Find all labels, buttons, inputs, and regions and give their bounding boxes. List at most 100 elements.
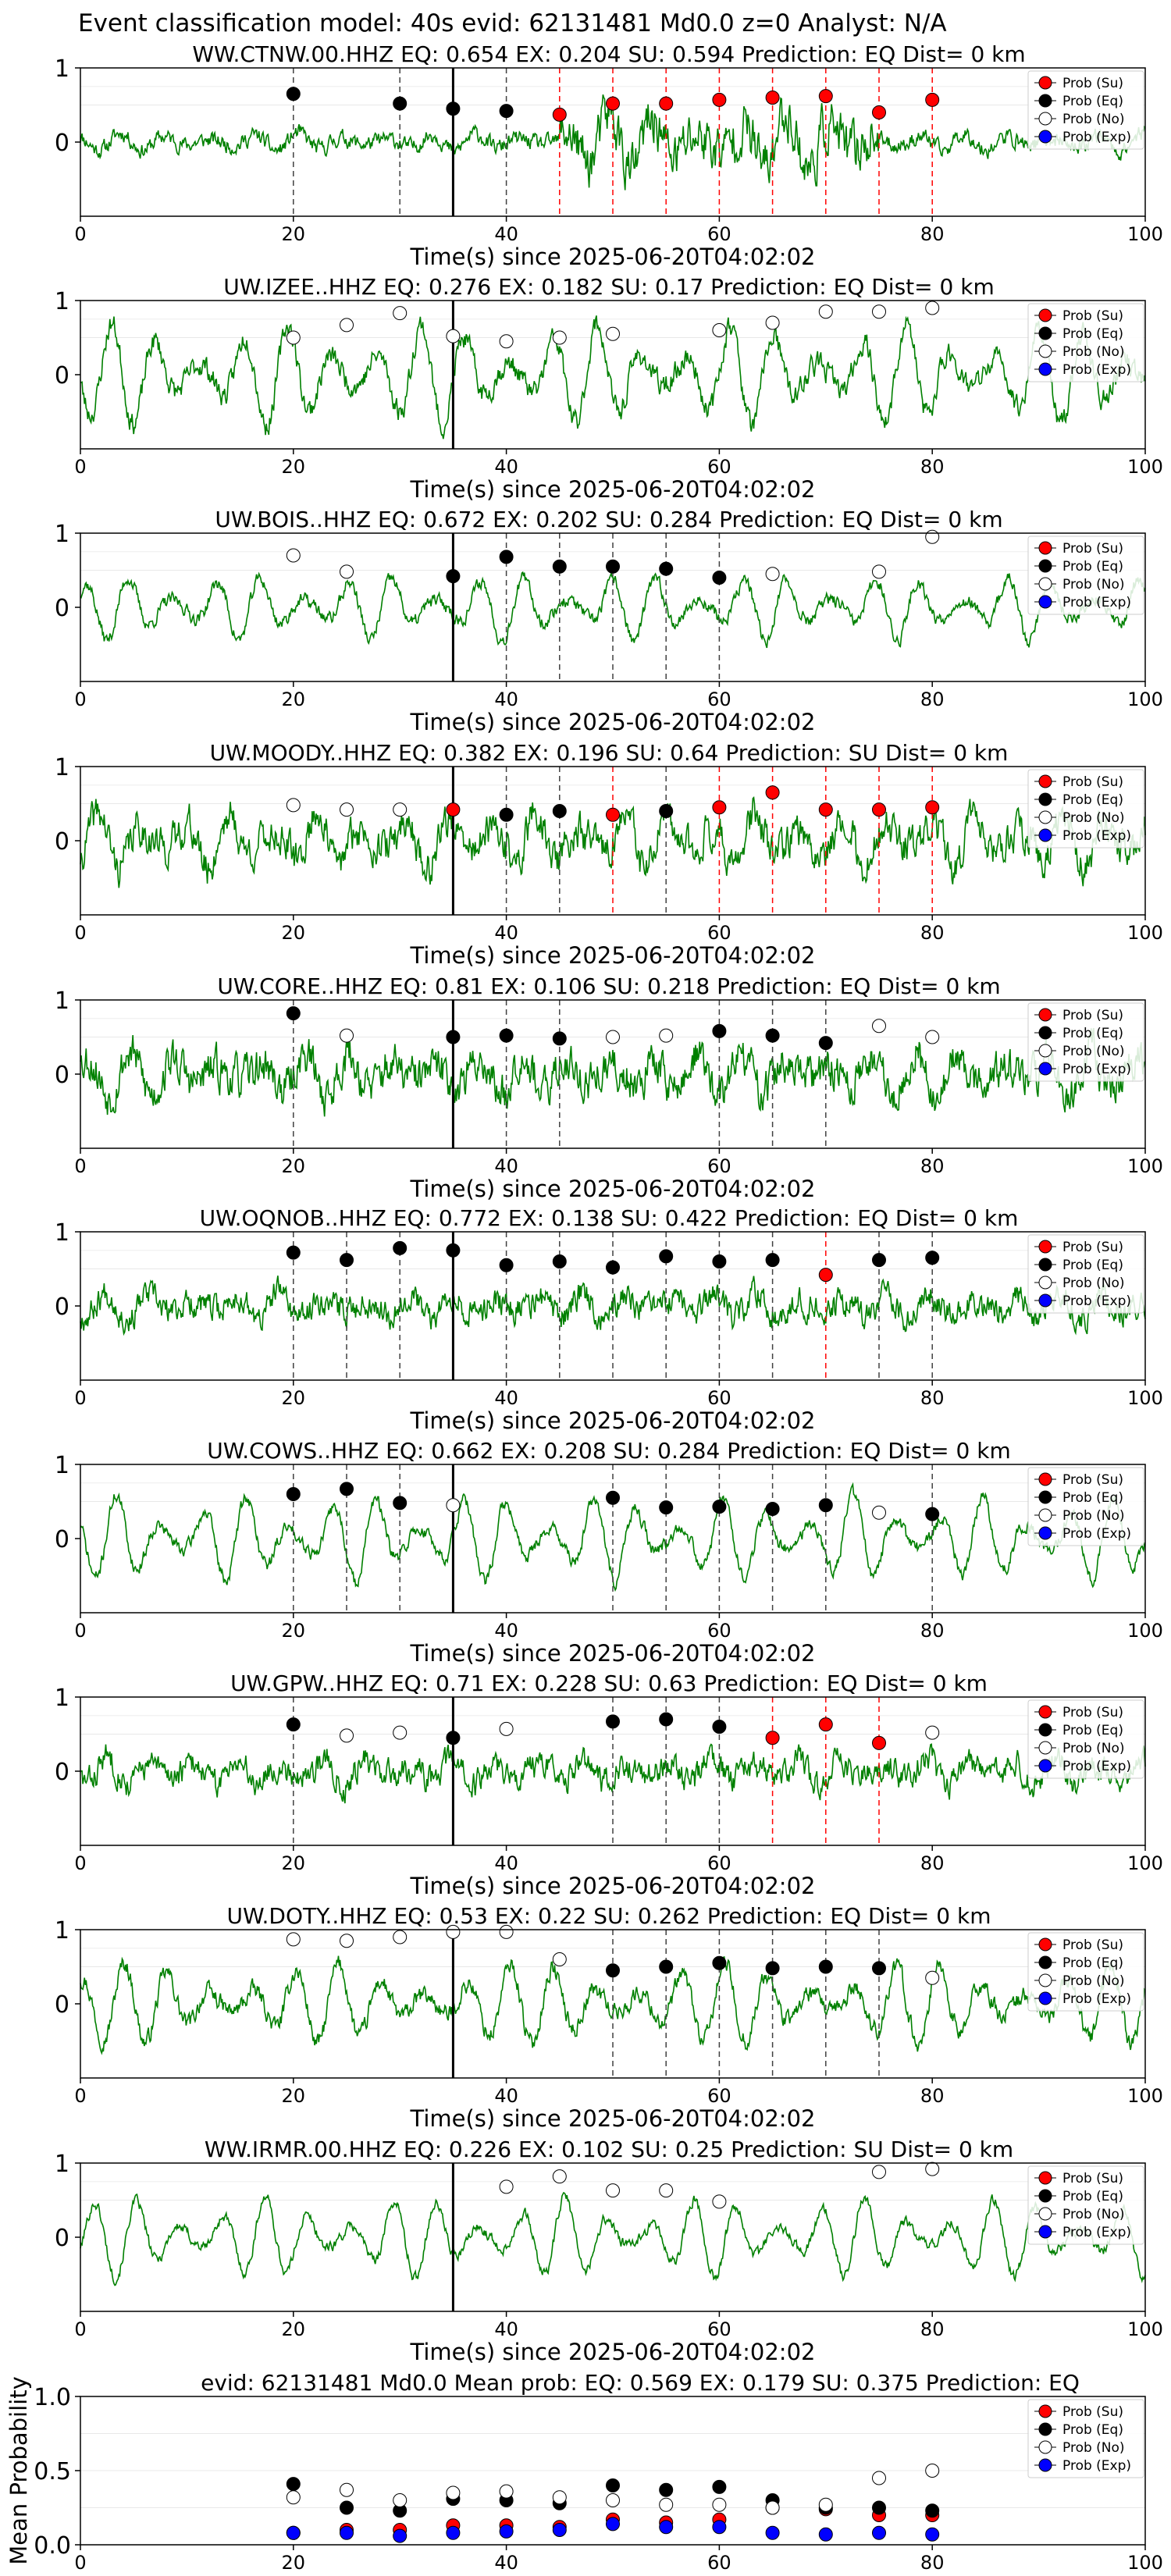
y-tick-label: 1 [55, 987, 69, 1015]
waveform-panel: UW.COWS..HHZ EQ: 0.662 EX: 0.208 SU: 0.2… [55, 1438, 1163, 1667]
prob-marker-su [606, 807, 620, 822]
prob-marker-su [765, 1731, 780, 1745]
prob-marker-no [393, 1725, 408, 1740]
x-tick-label: 0 [74, 223, 86, 245]
prob-marker-no [340, 1028, 354, 1043]
waveform-panel: WW.CTNW.00.HHZ EQ: 0.654 EX: 0.204 SU: 0… [55, 41, 1163, 270]
legend-label: Prob (Exp) [1062, 2225, 1131, 2240]
prob-marker-su [712, 800, 727, 815]
panel-title: UW.GPW..HHZ EQ: 0.71 EX: 0.228 SU: 0.63 … [230, 1670, 988, 1696]
mean-marker-exp [499, 2524, 514, 2539]
x-tick-label: 20 [282, 922, 306, 944]
x-tick-label: 20 [282, 456, 306, 478]
y-tick-label: 0 [55, 1759, 69, 1786]
mean-marker-exp [606, 2517, 620, 2532]
panel-title: UW.COWS..HHZ EQ: 0.662 EX: 0.208 SU: 0.2… [207, 1438, 1011, 1464]
legend-marker-exp [1038, 1293, 1052, 1308]
prob-marker-su [712, 92, 727, 107]
y-axis-label: Mean Probability [5, 2376, 32, 2565]
x-tick-label: 80 [920, 2085, 945, 2107]
prob-marker-no [872, 1505, 886, 1520]
prob-marker-eq [446, 1731, 461, 1745]
legend-label: Prob (No) [1062, 810, 1125, 826]
legend-label: Prob (Eq) [1062, 2189, 1123, 2204]
waveform-trace [80, 2191, 1146, 2286]
mean-marker-eq [659, 2482, 674, 2497]
x-tick-label: 40 [494, 1155, 518, 1177]
x-tick-label: 60 [707, 2552, 731, 2574]
y-tick-label: 0 [55, 1526, 69, 1553]
x-tick-label: 40 [494, 2318, 518, 2340]
prob-marker-no [286, 798, 301, 813]
x-tick-label: 0 [74, 1620, 86, 1642]
x-axis-label: Time(s) since 2025-06-20T04:02:02 [410, 2339, 816, 2365]
panel-title: WW.IRMR.00.HHZ EQ: 0.226 EX: 0.102 SU: 0… [205, 2137, 1013, 2162]
y-tick-label: 0.0 [34, 2532, 71, 2560]
prob-marker-eq [552, 1031, 567, 1046]
prob-marker-no [659, 2183, 674, 2198]
prob-marker-no [393, 1930, 408, 1944]
x-tick-label: 100 [1127, 688, 1163, 710]
waveform-panel: UW.CORE..HHZ EQ: 0.81 EX: 0.106 SU: 0.21… [55, 973, 1163, 1202]
legend-label: Prob (Eq) [1062, 94, 1123, 109]
legend-marker-su [1038, 2404, 1052, 2418]
x-tick-label: 100 [1127, 1620, 1163, 1642]
prob-marker-eq [606, 1260, 620, 1275]
legend-marker-no [1038, 1044, 1052, 1058]
prob-marker-no [446, 1498, 461, 1513]
legend-marker-su [1038, 76, 1052, 90]
x-tick-label: 40 [494, 688, 518, 710]
legend-label: Prob (Su) [1062, 774, 1123, 790]
y-tick-label: 0 [55, 130, 69, 157]
legend-marker-eq [1038, 1955, 1052, 1969]
prob-marker-eq [606, 1714, 620, 1729]
legend-marker-su [1038, 1472, 1052, 1486]
legend-label: Prob (No) [1062, 1973, 1125, 1989]
legend-frame [1027, 1234, 1144, 1314]
legend-marker-eq [1038, 1026, 1052, 1040]
legend-label: Prob (Su) [1062, 1472, 1123, 1488]
prob-marker-no [499, 2179, 514, 2194]
x-tick-label: 0 [74, 2318, 86, 2340]
mean-marker-exp [818, 2527, 833, 2542]
x-tick-label: 0 [74, 1155, 86, 1177]
y-tick-label: 0 [55, 1991, 69, 2019]
panel-title: UW.OQNOB..HHZ EQ: 0.772 EX: 0.138 SU: 0.… [200, 1205, 1019, 1231]
prob-marker-eq [446, 569, 461, 584]
legend-marker-exp [1038, 595, 1052, 609]
prob-marker-eq [659, 561, 674, 576]
x-tick-label: 20 [282, 1620, 306, 1642]
prob-marker-su [446, 802, 461, 817]
x-tick-label: 60 [707, 922, 731, 944]
y-tick-label: 1 [55, 288, 69, 315]
legend: Prob (Su) Prob (Eq) Prob (No) Prob (Exp) [1027, 1699, 1144, 1779]
x-tick-label: 60 [707, 1852, 731, 1874]
prob-marker-su [765, 785, 780, 800]
prob-marker-no [872, 564, 886, 579]
waveform-trace [80, 315, 1146, 439]
prob-marker-no [872, 1019, 886, 1034]
y-tick-label: 1 [55, 1917, 69, 1944]
x-tick-label: 80 [920, 922, 945, 944]
legend-label: Prob (Exp) [1062, 130, 1131, 145]
prob-marker-eq [606, 1490, 620, 1505]
waveform-panel: UW.IZEE..HHZ EQ: 0.276 EX: 0.182 SU: 0.1… [55, 274, 1163, 503]
legend-frame [1027, 1467, 1144, 1546]
waveform-trace [80, 1276, 1146, 1336]
mean-marker-exp [925, 2527, 940, 2542]
legend-label: Prob (Eq) [1062, 1723, 1123, 1738]
panel-title: UW.MOODY..HHZ EQ: 0.382 EX: 0.196 SU: 0.… [210, 740, 1009, 766]
legend-marker-su [1038, 1008, 1052, 1022]
x-tick-label: 100 [1127, 2552, 1163, 2574]
legend-marker-exp [1038, 1991, 1052, 2005]
panel-title: WW.CTNW.00.HHZ EQ: 0.654 EX: 0.204 SU: 0… [192, 41, 1025, 67]
x-axis-label: Time(s) since 2025-06-20T04:02:02 [410, 476, 816, 503]
legend-frame [1027, 70, 1144, 150]
legend-marker-no [1038, 577, 1052, 591]
prob-marker-eq [765, 1961, 780, 1976]
mean-marker-no [659, 2497, 674, 2512]
legend-frame [1027, 1932, 1144, 2012]
y-tick-label: 0 [55, 2225, 69, 2252]
prob-marker-eq [765, 1502, 780, 1516]
legend-label: Prob (Su) [1062, 2171, 1123, 2186]
